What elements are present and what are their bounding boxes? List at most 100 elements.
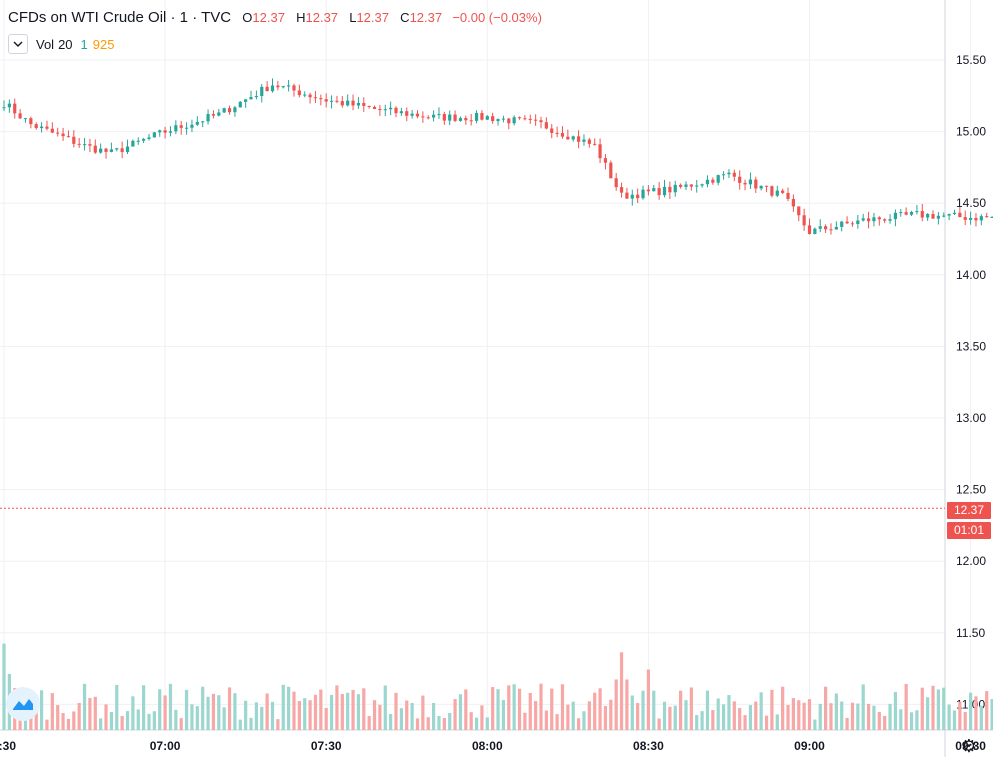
volume-bar xyxy=(695,715,699,730)
volume-bar xyxy=(329,694,334,730)
candle-body xyxy=(496,119,500,122)
candle-body xyxy=(415,113,420,117)
candle-body xyxy=(716,175,720,183)
candle-body xyxy=(109,149,113,152)
volume-bar xyxy=(367,716,371,730)
candle-body xyxy=(303,94,307,96)
candle-body xyxy=(534,119,538,121)
candle-body xyxy=(142,138,146,141)
volume-bar xyxy=(136,709,140,730)
candle-body xyxy=(711,179,715,183)
candle-body xyxy=(410,113,414,116)
volume-bar xyxy=(931,685,935,730)
volume-bar xyxy=(716,698,720,730)
candle-body xyxy=(82,144,87,146)
volume-bar xyxy=(958,701,962,730)
candle-body xyxy=(308,94,312,98)
candle-body xyxy=(233,107,237,113)
volume-bar xyxy=(909,712,914,730)
candle-body xyxy=(168,131,173,133)
candle-body xyxy=(313,97,318,99)
candle-body xyxy=(668,186,672,193)
candle-body xyxy=(163,130,167,133)
candle-body xyxy=(351,100,355,106)
volume-bar xyxy=(88,698,92,730)
volume-bar xyxy=(313,694,318,730)
volume-bar xyxy=(711,710,715,730)
volume-bar xyxy=(990,698,993,730)
candle-body xyxy=(383,109,387,111)
candle-body xyxy=(942,215,946,217)
candle-body xyxy=(748,179,753,185)
change-value: −0.00 (−0.03%) xyxy=(452,10,542,25)
candle-body xyxy=(507,118,511,124)
candle-body xyxy=(619,187,624,193)
volume-bar xyxy=(904,684,908,730)
candle-body xyxy=(362,102,366,106)
volume-bar xyxy=(807,699,812,730)
candle-body xyxy=(491,116,495,122)
volume-bar xyxy=(437,716,441,730)
candle-body xyxy=(115,148,119,150)
volume-bar xyxy=(652,690,656,730)
volume-bar xyxy=(474,717,479,730)
volume-bar xyxy=(50,693,54,730)
volume-bar xyxy=(480,705,484,730)
candle-body xyxy=(50,128,54,133)
volume-legend: Vol 20 1 925 xyxy=(8,34,114,54)
volume-bar xyxy=(850,702,855,730)
volume-bar xyxy=(764,715,769,730)
chevron-down-icon[interactable] xyxy=(8,34,28,54)
volume-bar xyxy=(593,692,597,730)
candle-body xyxy=(136,140,140,142)
candle-body xyxy=(662,186,667,196)
candle-body xyxy=(770,186,774,196)
candle-body xyxy=(990,216,993,218)
volume-bar xyxy=(104,704,108,730)
high-label: H xyxy=(296,10,306,25)
candle-body xyxy=(517,117,522,119)
volume-bar xyxy=(759,692,763,730)
candle-body xyxy=(292,85,296,91)
volume-bar xyxy=(442,718,446,730)
symbol-title[interactable]: CFDs on WTI Crude Oil · 1 · TVC xyxy=(8,9,232,26)
volume-name[interactable]: Vol xyxy=(36,36,55,52)
candle-body xyxy=(61,133,65,137)
candle-body xyxy=(29,118,33,125)
candle-body xyxy=(732,172,736,177)
candle-body xyxy=(276,85,280,88)
gear-icon[interactable]: ⚙ xyxy=(960,736,978,756)
volume-bar xyxy=(936,689,940,730)
candle-body xyxy=(705,179,710,185)
volume-bar xyxy=(195,706,199,730)
candle-body xyxy=(689,184,693,187)
candle-body xyxy=(485,116,489,120)
volume-bar xyxy=(866,703,871,730)
volume-bar xyxy=(657,718,661,730)
volume-bar xyxy=(517,688,522,730)
candle-body xyxy=(206,114,210,122)
volume-bar xyxy=(217,695,221,730)
candle-body xyxy=(45,126,49,129)
volume-bar xyxy=(893,691,898,730)
candle-body xyxy=(861,218,865,221)
volume-bar xyxy=(555,714,559,730)
volume-bar xyxy=(754,701,758,730)
volume-bar xyxy=(614,679,618,730)
candle-body xyxy=(684,184,688,187)
volume-bar xyxy=(356,694,361,730)
tradingview-logo-icon[interactable] xyxy=(6,687,40,721)
volume-bar xyxy=(566,704,570,730)
volume-bar xyxy=(786,704,790,730)
candle-body xyxy=(356,102,361,106)
candle-body xyxy=(904,212,908,215)
time-tick-label: 09:00 xyxy=(794,739,825,753)
candle-body xyxy=(764,185,769,187)
close-label: C xyxy=(400,10,410,25)
volume-bar xyxy=(120,716,124,730)
candle-body xyxy=(641,189,645,199)
candle-body xyxy=(791,198,795,207)
volume-bar xyxy=(421,695,425,730)
candle-body xyxy=(754,179,758,189)
